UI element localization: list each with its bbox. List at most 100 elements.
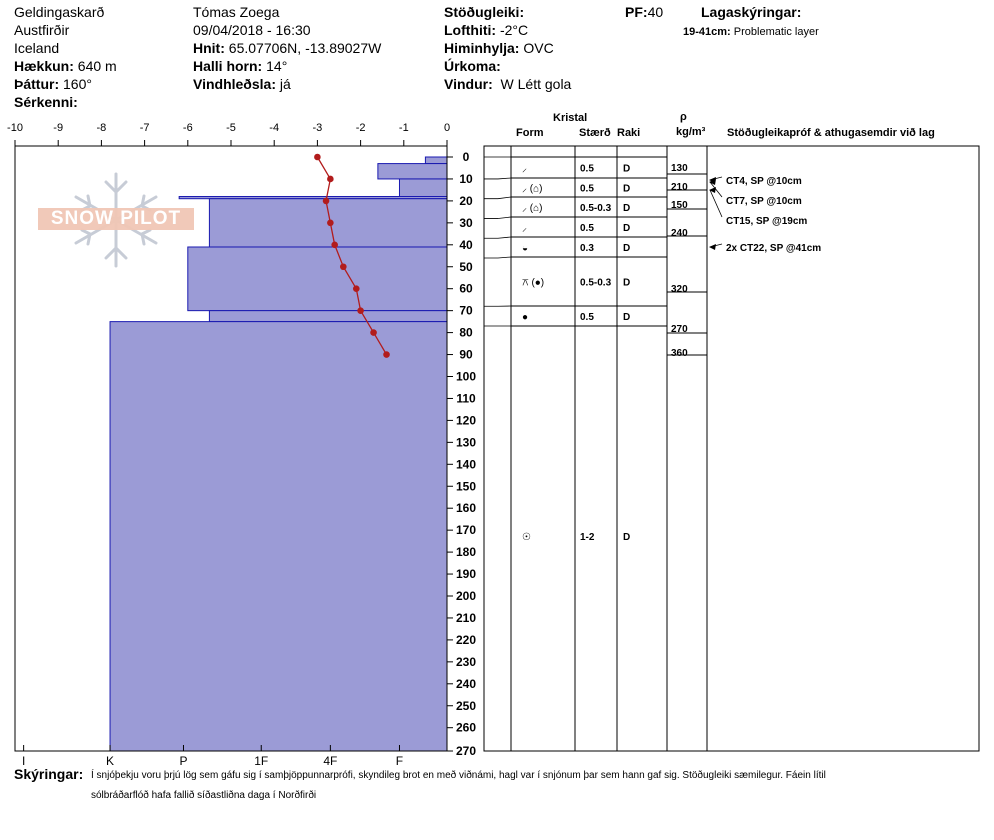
layer-form: ⸝ (⌂) xyxy=(522,184,542,195)
hardness-label: 1F xyxy=(254,754,268,768)
stability-tests-header: Stöðugleikapróf & athugasemdir við lag xyxy=(727,127,935,139)
temperature-point xyxy=(331,241,338,249)
wind-row: Vindur: W Létt gola xyxy=(444,76,571,92)
layer-form: ⚻ (●) xyxy=(522,278,544,289)
depth-tick-label: 260 xyxy=(456,721,476,735)
depth-tick-label: 120 xyxy=(456,413,476,427)
temp-tick-label: 0 xyxy=(444,122,450,134)
density-unit: kg/m³ xyxy=(676,126,706,138)
hardness-label: P xyxy=(179,754,187,768)
temperature-point xyxy=(357,307,364,314)
wind-label: Vindur: xyxy=(444,76,493,92)
test-arrowhead xyxy=(709,179,716,185)
stability-label: Stöðugleiki: xyxy=(444,4,525,20)
precip-label: Úrkoma: xyxy=(444,58,501,74)
wind-value: W Létt gola xyxy=(500,76,572,92)
temp-tick-label: -8 xyxy=(97,122,107,134)
layer-form: ☉ xyxy=(522,532,531,543)
elevation-value: 640 m xyxy=(77,58,117,74)
stability-test-label: CT15, SP @19cm xyxy=(726,216,807,227)
hardness-label: I xyxy=(22,754,25,768)
footer-line-2: sólbráðarflóð hafa fallið síðastliðna da… xyxy=(91,790,317,801)
pf-label: PF: xyxy=(625,4,648,20)
depth-tick-label: 20 xyxy=(459,194,473,208)
layer-moisture: D xyxy=(623,243,630,254)
country-name: Iceland xyxy=(14,40,60,56)
layer-connector xyxy=(484,236,512,239)
stability-test-label: 2x CT22, SP @41cm xyxy=(726,243,821,254)
layer-moisture: D xyxy=(623,223,630,234)
hardness-bar xyxy=(377,163,448,180)
layer-moisture: D xyxy=(623,278,630,289)
test-arrowhead xyxy=(709,244,716,250)
layer-size: 0.3 xyxy=(580,243,594,254)
density-value: 210 xyxy=(671,182,688,193)
temp-tick-label: -2 xyxy=(356,122,366,134)
depth-tick-label: 210 xyxy=(456,611,476,625)
layer-moisture: D xyxy=(623,164,630,175)
temperature-point xyxy=(327,175,334,183)
layer-connector xyxy=(484,177,512,180)
hardness-bar xyxy=(424,156,448,165)
temperature-point xyxy=(352,285,360,293)
density-value: 240 xyxy=(671,228,688,239)
observer-name: Tómas Zoega xyxy=(193,4,280,20)
air-temp-value: -2°C xyxy=(499,22,529,38)
hardness-bar xyxy=(398,178,448,198)
depth-tick-label: 150 xyxy=(456,479,476,493)
depth-tick-label: 60 xyxy=(459,282,473,296)
layer-size: 0.5 xyxy=(580,184,594,195)
observation-datetime: 09/04/2018 - 16:30 xyxy=(193,22,311,38)
depth-tick-label: 200 xyxy=(456,589,476,603)
temp-tick-label: -9 xyxy=(53,122,63,134)
layer-size: 0.5 xyxy=(580,312,594,323)
depth-tick-label: 50 xyxy=(459,260,473,274)
test-arrow xyxy=(709,181,723,198)
pf-value: 40 xyxy=(647,4,664,20)
footer-line-1: Í snjóþekju voru þrjú lög sem gáfu sig í… xyxy=(91,770,826,781)
coords-row: Hnit: 65.07706N, -13.89027W xyxy=(193,40,381,56)
depth-tick-label: 240 xyxy=(456,677,476,691)
wind-loading-value: já xyxy=(279,76,291,92)
layer-form: ● xyxy=(522,312,528,323)
layer-form: ⸝ (⌂) xyxy=(522,203,542,214)
coords-value: 65.07706N, -13.89027W xyxy=(228,40,382,56)
hardness-label: K xyxy=(106,754,114,768)
layer-connector xyxy=(484,196,512,200)
depth-tick-label: 250 xyxy=(456,699,476,713)
wind-loading-label: Vindhleðsla: xyxy=(193,76,276,92)
coords-label: Hnit: xyxy=(193,40,225,56)
layer-connector xyxy=(484,216,512,219)
density-symbol: ρ xyxy=(680,111,687,123)
hardness-bar xyxy=(187,246,448,312)
layer-connector xyxy=(484,256,512,259)
wind-loading-row: Vindhleðsla: já xyxy=(193,76,291,92)
test-arrowhead xyxy=(709,187,716,193)
depth-tick-label: 80 xyxy=(459,326,473,340)
sky-label: Himinhylja: xyxy=(444,40,520,56)
temperature-point xyxy=(322,197,330,205)
layer-form: ◒ xyxy=(522,243,528,254)
temp-tick-label: -6 xyxy=(183,122,193,134)
temperature-point xyxy=(383,351,390,358)
density-value: 150 xyxy=(671,200,688,211)
stability-test-label: CT4, SP @10cm xyxy=(726,176,802,187)
temp-tick-label: -10 xyxy=(7,122,23,134)
depth-tick-label: 30 xyxy=(459,216,473,230)
depth-tick-label: 90 xyxy=(459,348,473,362)
layer-notes-range: 19-41cm: xyxy=(683,26,731,38)
layer-notes-label: Lagaskýringar: xyxy=(701,4,802,20)
slope-label: Halli horn: xyxy=(193,58,263,74)
region-name: Austfirðir xyxy=(14,22,70,38)
temp-tick-label: -3 xyxy=(313,122,323,134)
depth-tick-label: 0 xyxy=(463,150,470,164)
aspect-row: Þáttur: 160° xyxy=(14,76,92,92)
density-value: 320 xyxy=(671,284,688,295)
elevation-label: Hækkun: xyxy=(14,58,74,74)
air-temp-label: Lofthiti: xyxy=(444,22,497,38)
depth-tick-label: 220 xyxy=(456,633,476,647)
temp-tick-label: -7 xyxy=(140,122,150,134)
layer-form: ⸝ xyxy=(522,164,527,175)
layer-notes-text: Problematic layer xyxy=(733,26,819,38)
